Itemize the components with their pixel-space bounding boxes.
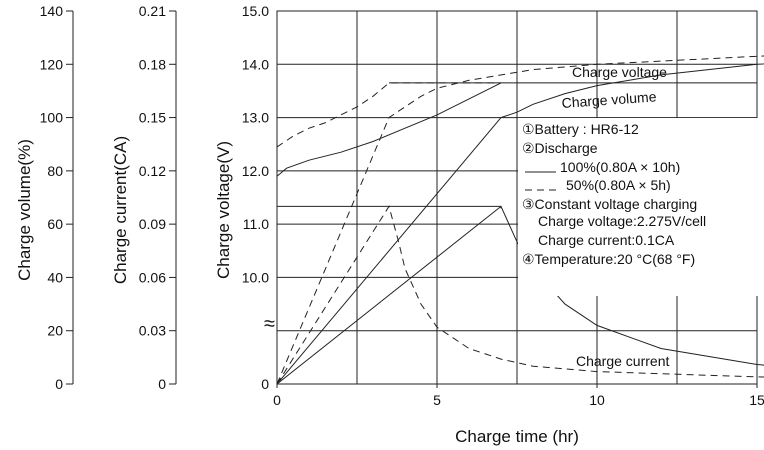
voltage-tick-label: 0	[261, 376, 269, 392]
voltage-tick-label: 10.0	[242, 269, 269, 285]
legend-constant-voltage: ③Constant voltage charging	[522, 196, 697, 212]
volume-tick-label: 80	[47, 163, 63, 179]
volume-tick-label: 60	[47, 216, 63, 232]
current-tick-label: 0.21	[139, 3, 166, 19]
volume-tick-label: 120	[40, 56, 64, 72]
legend-temperature: ④Temperature:20 °C(68 °F)	[522, 251, 695, 267]
x-tick-label: 5	[433, 392, 441, 408]
volume-tick-label: 40	[47, 269, 63, 285]
volume-tick-label: 140	[40, 3, 64, 19]
current-tick-label: 0.15	[139, 110, 166, 126]
current-axis-title: Charge current(CA)	[111, 136, 130, 284]
axis-break-symbol: ≈	[264, 313, 275, 335]
legend: ①Battery : HR6-12 ②Discharge 100%(0.80A …	[522, 121, 706, 267]
volume-tick-label: 0	[55, 376, 63, 392]
voltage-tick-label: 15.0	[242, 3, 269, 19]
x-tick-label: 15	[749, 392, 764, 408]
legend-discharge: ②Discharge	[522, 140, 598, 156]
axes-group: 010.011.012.013.014.015.0051015202502040…	[40, 3, 764, 408]
legend-charge-current-setting: Charge current:0.1CA	[538, 232, 675, 248]
volume-axis-title: Charge volume(%)	[15, 139, 34, 281]
legend-background	[518, 118, 758, 296]
volume-tick-label: 20	[47, 323, 63, 339]
charge-volume-curve-solid	[276, 63, 764, 385]
legend-battery: ①Battery : HR6-12	[522, 121, 639, 137]
x-axis-title: Charge time (hr)	[455, 427, 579, 446]
curve-label-charge-voltage: Charge voltage	[572, 64, 667, 80]
current-tick-label: 0.06	[139, 269, 166, 285]
curves-group	[276, 55, 764, 385]
legend-100pct: 100%(0.80A × 10h)	[560, 159, 680, 175]
legend-50pct: 50%(0.80A × 5h)	[566, 177, 671, 193]
voltage-tick-label: 12.0	[242, 163, 269, 179]
charge-current-curve-solid	[276, 205, 764, 385]
voltage-tick-label: 11.0	[243, 216, 269, 232]
legend-charge-voltage-setting: Charge voltage:2.275V/cell	[538, 213, 706, 229]
x-tick-label: 0	[273, 392, 281, 408]
curve-label-charge-current: Charge current	[576, 353, 669, 369]
curve-label-charge-volume: Charge volume	[561, 88, 657, 111]
current-tick-label: 0.09	[139, 216, 166, 232]
charge-current-curve-dashed	[276, 205, 764, 385]
charge-volume-curve-dashed	[276, 55, 764, 385]
charge-voltage-curve-dashed	[276, 82, 501, 148]
voltage-tick-label: 14.0	[242, 56, 269, 72]
volume-tick-label: 100	[40, 110, 64, 126]
current-tick-label: 0.18	[139, 56, 166, 72]
x-tick-label: 10	[589, 392, 605, 408]
voltage-tick-label: 13.0	[242, 110, 269, 126]
current-tick-label: 0.12	[139, 163, 166, 179]
charge-voltage-curve-solid	[276, 82, 502, 177]
voltage-axis-title: Charge voltage(V)	[214, 141, 233, 279]
current-tick-label: 0	[158, 376, 166, 392]
current-tick-label: 0.03	[139, 323, 166, 339]
